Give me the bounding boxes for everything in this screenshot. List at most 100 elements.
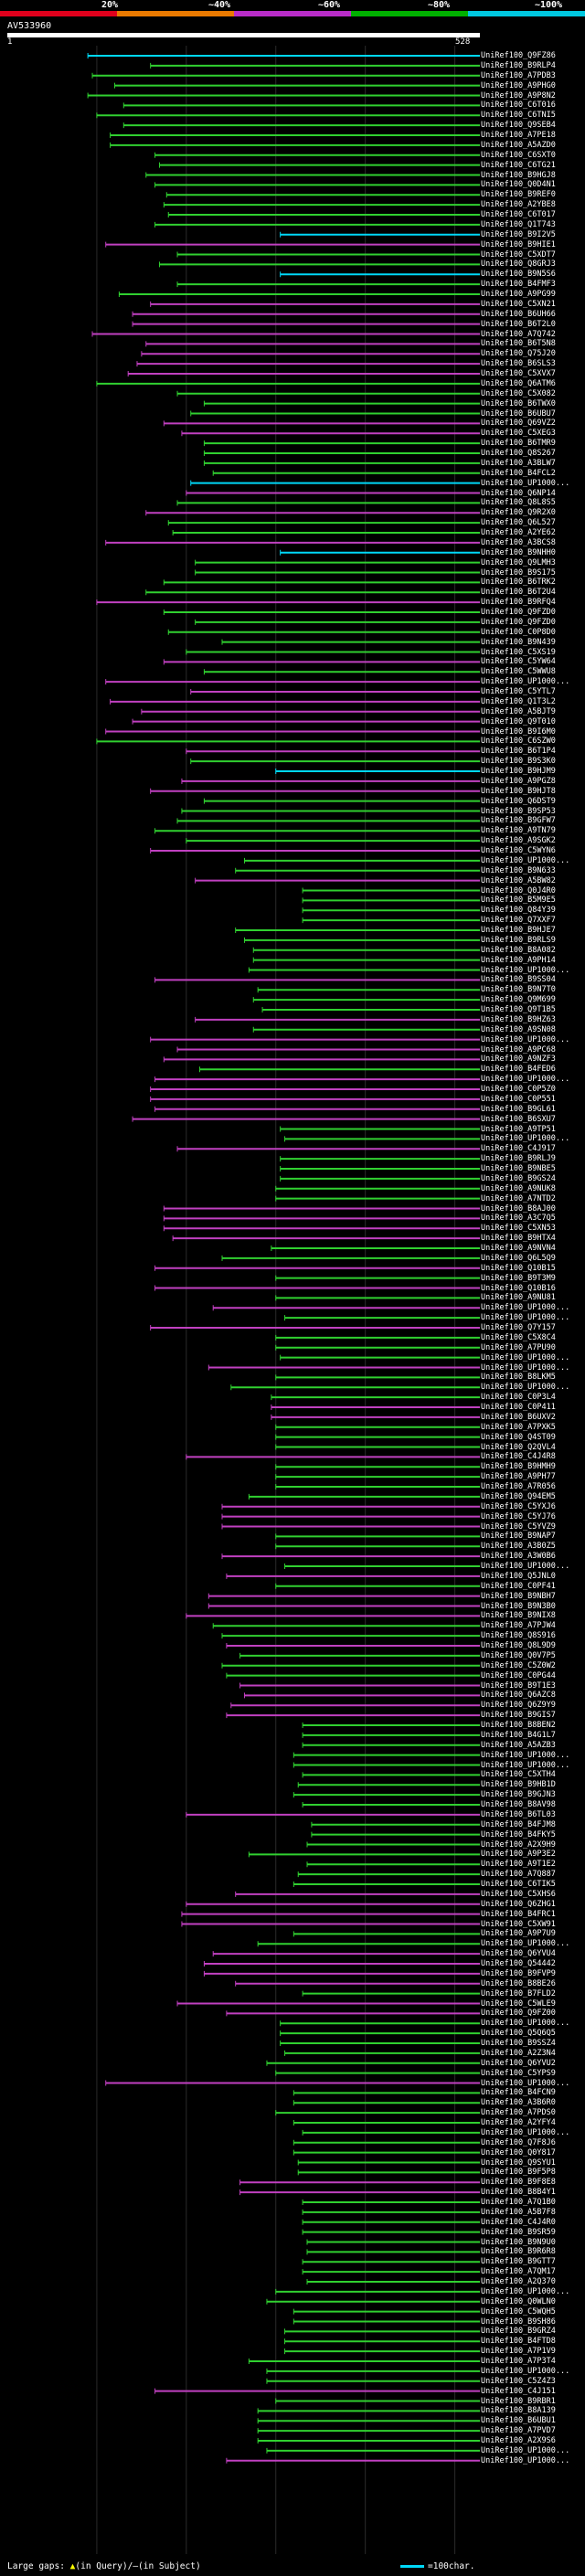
hit-label[interactable]: UniRef100_A5AZD0: [481, 140, 556, 150]
hit-label[interactable]: UniRef100_A9PG99: [481, 290, 556, 299]
hit-label[interactable]: UniRef100_UP1000...: [481, 1303, 570, 1313]
hit-label[interactable]: UniRef100_B9T1E3: [481, 1680, 556, 1691]
hit-label[interactable]: UniRef100_C6TIK5: [481, 1880, 556, 1889]
hit-label[interactable]: UniRef100_A7PXK5: [481, 1422, 556, 1432]
hit-label[interactable]: UniRef100_A7Q1B0: [481, 2198, 556, 2207]
hit-label[interactable]: UniRef100_B4FTD8: [481, 2337, 556, 2347]
hit-label[interactable]: UniRef100_B4G1L7: [481, 1730, 556, 1740]
hit-label[interactable]: UniRef100_B9I2V5: [481, 229, 556, 239]
hit-label[interactable]: UniRef100_Q4ST09: [481, 1432, 556, 1442]
hit-label[interactable]: UniRef100_UP1000...: [481, 1352, 570, 1362]
hit-label[interactable]: UniRef100_Q5Q6Q5: [481, 2029, 556, 2039]
hit-label[interactable]: UniRef100_A9T1E2: [481, 1860, 556, 1870]
hit-label[interactable]: UniRef100_C5X8C4: [481, 1332, 556, 1342]
hit-label[interactable]: UniRef100_UP1000...: [481, 2019, 570, 2029]
hit-label[interactable]: UniRef100_B6UH66: [481, 309, 556, 319]
hit-label[interactable]: UniRef100_B9SP53: [481, 806, 556, 816]
hit-label[interactable]: UniRef100_C6SZW0: [481, 737, 556, 747]
hit-label[interactable]: UniRef100_A2YE62: [481, 528, 556, 537]
hit-label[interactable]: UniRef100_UP1000...: [481, 1034, 570, 1044]
hit-label[interactable]: UniRef100_B9HTX4: [481, 1234, 556, 1244]
hit-label[interactable]: UniRef100_B9HIE1: [481, 239, 556, 249]
hit-label[interactable]: UniRef100_A7QM17: [481, 2267, 556, 2277]
hit-label[interactable]: UniRef100_Q6L5Q9: [481, 1253, 556, 1263]
hit-label[interactable]: UniRef100_Q8L9D9: [481, 1641, 556, 1650]
hit-label[interactable]: UniRef100_B8BE26: [481, 1978, 556, 1988]
hit-label[interactable]: UniRef100_B6UXV2: [481, 1412, 556, 1422]
hit-label[interactable]: UniRef100_C5XDT7: [481, 249, 556, 260]
hit-label[interactable]: UniRef100_UP1000...: [481, 1939, 570, 1949]
hit-label[interactable]: UniRef100_Q84Y39: [481, 906, 556, 916]
hit-label[interactable]: UniRef100_B4FCN9: [481, 2088, 556, 2098]
hit-label[interactable]: UniRef100_B9HJT8: [481, 786, 556, 796]
hit-label[interactable]: UniRef100_B9HJM9: [481, 767, 556, 776]
hit-label[interactable]: UniRef100_C5YTL7: [481, 687, 556, 696]
hit-label[interactable]: UniRef100_UP1000...: [481, 2127, 570, 2137]
hit-label[interactable]: UniRef100_Q1T743: [481, 219, 556, 229]
hit-label[interactable]: UniRef100_B9N633: [481, 865, 556, 875]
hit-label[interactable]: UniRef100_A7P3T4: [481, 2357, 556, 2366]
hit-label[interactable]: UniRef100_C5WWU8: [481, 667, 556, 677]
hit-label[interactable]: UniRef100_B9SS04: [481, 975, 556, 985]
hit-label[interactable]: UniRef100_C0P551: [481, 1094, 556, 1104]
hit-label[interactable]: UniRef100_B8AV98: [481, 1800, 556, 1809]
hit-label[interactable]: UniRef100_B9N439: [481, 637, 556, 647]
hit-label[interactable]: UniRef100_A7PDB3: [481, 70, 556, 80]
hit-label[interactable]: UniRef100_C5YJ76: [481, 1511, 556, 1521]
hit-label[interactable]: UniRef100_UP1000...: [481, 2366, 570, 2376]
hit-label[interactable]: UniRef100_Q7Y157: [481, 1323, 556, 1332]
hit-label[interactable]: UniRef100_C0P3L4: [481, 1393, 556, 1403]
hit-label[interactable]: UniRef100_A9TP51: [481, 1124, 556, 1134]
hit-label[interactable]: UniRef100_Q9T1B5: [481, 1005, 556, 1014]
hit-label[interactable]: UniRef100_C5XN53: [481, 1224, 556, 1234]
hit-label[interactable]: UniRef100_B4FMF3: [481, 280, 556, 290]
hit-label[interactable]: UniRef100_A5AZB3: [481, 1740, 556, 1750]
hit-label[interactable]: UniRef100_B9RLP4: [481, 60, 556, 70]
hit-label[interactable]: UniRef100_B8AJ00: [481, 1203, 556, 1214]
hit-label[interactable]: UniRef100_Q9LMH3: [481, 557, 556, 567]
hit-label[interactable]: UniRef100_Q9SYU1: [481, 2157, 556, 2168]
hit-label[interactable]: UniRef100_Q0V7P5: [481, 1650, 556, 1660]
hit-label[interactable]: UniRef100_A9TN79: [481, 826, 556, 836]
hit-label[interactable]: UniRef100_B6T2U4: [481, 588, 556, 598]
hit-label[interactable]: UniRef100_A9P8N2: [481, 90, 556, 101]
hit-label[interactable]: UniRef100_Q6DST9: [481, 796, 556, 806]
hit-label[interactable]: UniRef100_A7R056: [481, 1482, 556, 1491]
hit-label[interactable]: UniRef100_Q9FZ00: [481, 2009, 556, 2019]
hit-label[interactable]: UniRef100_A9PH77: [481, 1472, 556, 1482]
hit-label[interactable]: UniRef100_B9F5P8: [481, 2168, 556, 2178]
hit-label[interactable]: UniRef100_B9S3K0: [481, 757, 556, 767]
hit-label[interactable]: UniRef100_A9NZF3: [481, 1055, 556, 1065]
hit-label[interactable]: UniRef100_B9F8E8: [481, 2178, 556, 2188]
hit-label[interactable]: UniRef100_A2Q370: [481, 2277, 556, 2286]
hit-label[interactable]: UniRef100_A9NUK8: [481, 1183, 556, 1193]
hit-label[interactable]: UniRef100_Q6YVU4: [481, 1949, 556, 1959]
hit-label[interactable]: UniRef100_Q54442: [481, 1959, 556, 1968]
hit-label[interactable]: UniRef100_B9GJN3: [481, 1790, 556, 1800]
hit-label[interactable]: UniRef100_B9NBH7: [481, 1591, 556, 1601]
hit-label[interactable]: UniRef100_B9HMH9: [481, 1462, 556, 1472]
hit-label[interactable]: UniRef100_B9RBR1: [481, 2396, 556, 2406]
hit-label[interactable]: UniRef100_Q94EM5: [481, 1491, 556, 1501]
hit-label[interactable]: UniRef100_B9SR59: [481, 2227, 556, 2237]
hit-label[interactable]: UniRef100_A7NTD2: [481, 1193, 556, 1203]
hit-label[interactable]: UniRef100_Q8GRJ3: [481, 260, 556, 270]
hit-label[interactable]: UniRef100_A9P3E2: [481, 1850, 556, 1860]
hit-label[interactable]: UniRef100_C5XEG3: [481, 429, 556, 439]
hit-label[interactable]: UniRef100_B6SXU7: [481, 1114, 556, 1124]
hit-label[interactable]: UniRef100_C5Z0W2: [481, 1660, 556, 1670]
hit-label[interactable]: UniRef100_Q9M699: [481, 995, 556, 1005]
hit-label[interactable]: UniRef100_C6T017: [481, 210, 556, 219]
hit-label[interactable]: UniRef100_B9N5S6: [481, 270, 556, 280]
hit-label[interactable]: UniRef100_C5YVZ9: [481, 1521, 556, 1532]
hit-label[interactable]: UniRef100_B4FCL2: [481, 468, 556, 478]
hit-label[interactable]: UniRef100_A3B0Z5: [481, 1542, 556, 1552]
hit-label[interactable]: UniRef100_A9PHG0: [481, 80, 556, 90]
hit-label[interactable]: UniRef100_C5XN21: [481, 299, 556, 309]
hit-label[interactable]: UniRef100_Q9FZD0: [481, 617, 556, 627]
hit-label[interactable]: UniRef100_B8A139: [481, 2406, 556, 2416]
hit-label[interactable]: UniRef100_B9S175: [481, 567, 556, 578]
hit-label[interactable]: UniRef100_Q9FZ86: [481, 51, 556, 60]
hit-label[interactable]: UniRef100_B4FRC1: [481, 1909, 556, 1919]
hit-label[interactable]: UniRef100_Q10B15: [481, 1263, 556, 1273]
